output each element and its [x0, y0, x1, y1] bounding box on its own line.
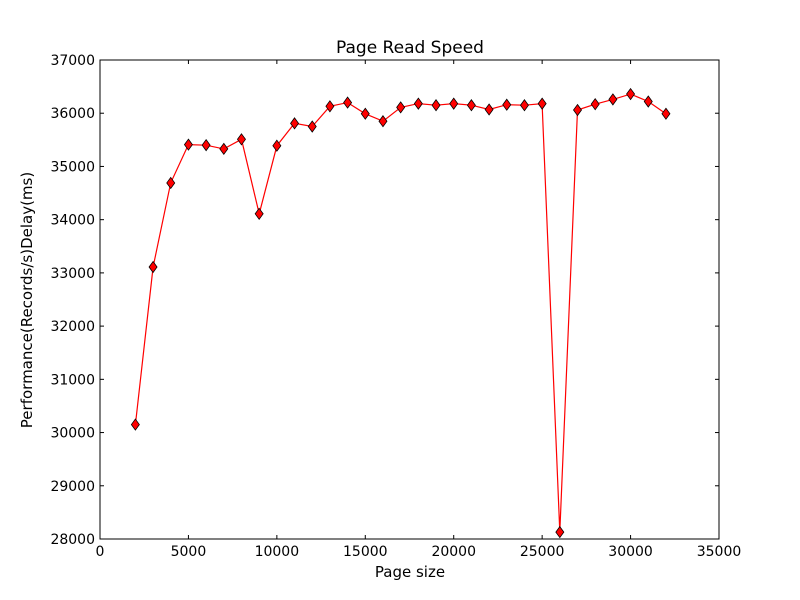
y-axis-label: Performance(Records/s)Delay(ms) — [18, 172, 36, 428]
chart-title: Page Read Speed — [336, 38, 484, 58]
data-point — [643, 95, 653, 108]
data-point — [466, 99, 476, 112]
data-point — [130, 418, 140, 431]
y-tick-label: 33000 — [50, 266, 95, 282]
y-tick-label: 32000 — [50, 319, 95, 335]
data-point — [626, 87, 636, 101]
data-point — [201, 138, 211, 152]
data-point — [378, 115, 388, 128]
axes-frame — [99, 59, 720, 540]
x-tick-label: 5000 — [171, 544, 207, 560]
data-point — [343, 96, 353, 109]
x-tick-label: 0 — [96, 544, 105, 560]
y-tick-label: 35000 — [50, 159, 95, 175]
data-point — [413, 97, 423, 110]
data-point — [396, 101, 406, 114]
data-point — [502, 98, 512, 111]
plot-area: 0 5000 10000 15000 20000 25000 30000 35000 28000… — [50, 53, 741, 560]
data-point — [449, 97, 459, 110]
x-tick-label: 20000 — [431, 544, 476, 560]
x-tick-label: 30000 — [608, 544, 653, 560]
data-point — [272, 139, 282, 152]
data-point — [537, 97, 547, 110]
data-point — [219, 142, 229, 156]
data-point — [573, 103, 583, 117]
x-tick-label: 15000 — [343, 544, 388, 560]
data-point — [166, 176, 176, 190]
y-tick-label: 29000 — [50, 479, 95, 495]
y-tick-label: 37000 — [50, 53, 95, 69]
x-tick-label: 35000 — [697, 544, 742, 560]
data-point — [360, 107, 370, 120]
data-point — [519, 99, 529, 112]
data-point — [325, 100, 335, 113]
data-point — [183, 138, 193, 151]
x-axis-label: Page size — [375, 563, 445, 581]
data-point — [608, 93, 618, 106]
data-point — [431, 99, 441, 112]
y-tick-label: 31000 — [50, 372, 95, 388]
data-point — [236, 133, 246, 146]
data-point — [484, 103, 494, 116]
data-point — [590, 97, 600, 111]
data-point — [254, 207, 264, 220]
data-point — [661, 107, 671, 120]
y-tick-label: 30000 — [50, 426, 95, 442]
data-point — [555, 525, 565, 539]
data-point — [307, 120, 317, 133]
x-tick-label: 10000 — [255, 544, 300, 560]
y-tick-label: 28000 — [50, 532, 95, 548]
data-point — [290, 117, 300, 130]
x-tick-label: 25000 — [520, 544, 565, 560]
data-point — [148, 260, 158, 274]
y-tick-label: 34000 — [50, 213, 95, 229]
y-tick-label: 36000 — [50, 106, 95, 122]
